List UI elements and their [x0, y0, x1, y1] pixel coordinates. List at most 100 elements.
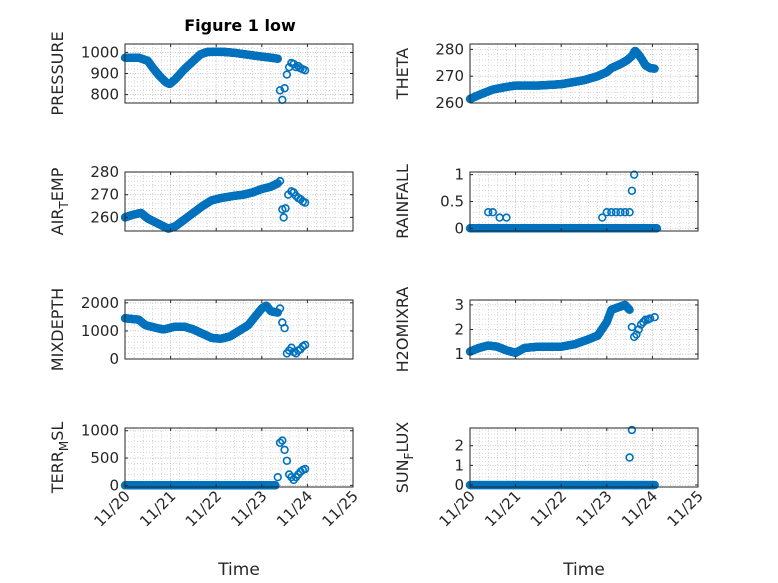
data-point — [275, 176, 285, 186]
y-tick-label: 280 — [435, 40, 464, 58]
y-axis-label: RAINFALL — [393, 164, 412, 239]
data-point — [650, 480, 659, 490]
y-tick-label: 270 — [90, 186, 119, 204]
y-tick-label: 0 — [454, 476, 464, 494]
subplot-5: 0 1000 2000 MIXDEPTH — [48, 288, 354, 371]
axes-box — [469, 427, 699, 488]
y-tick-label: 1000 — [81, 422, 119, 440]
y-axis-label: AIRTEMP — [48, 167, 71, 235]
data-point — [650, 313, 659, 322]
data-series — [465, 425, 659, 490]
ticks — [124, 428, 354, 487]
y-axis-label: TERRMSL — [48, 422, 71, 495]
data-point — [616, 208, 625, 217]
grid-minor — [125, 300, 353, 359]
data-point — [278, 436, 287, 445]
plot-area — [470, 44, 698, 103]
y-tick-label: 0 — [454, 219, 464, 237]
data-point — [279, 213, 288, 222]
data-point — [271, 481, 280, 490]
axes-box — [124, 171, 354, 232]
data-point — [275, 304, 285, 313]
grid-minor — [470, 300, 698, 359]
y-tick-label: 2 — [454, 321, 464, 339]
data-point — [645, 314, 655, 323]
data-point — [602, 208, 611, 217]
axes-box — [124, 299, 354, 360]
data-point — [627, 425, 637, 435]
subplot-3: 260 270 280 AIRTEMP — [48, 163, 354, 235]
y-tick-label: 0.5 — [440, 193, 464, 211]
y-axis-label: H2OMIXRA — [393, 287, 412, 373]
data-point — [300, 464, 310, 474]
ticks — [124, 171, 354, 231]
plot-area — [125, 172, 353, 231]
data-series — [465, 46, 659, 104]
data-point — [273, 179, 282, 188]
ticks — [469, 44, 699, 104]
ticks — [469, 428, 699, 487]
data-point — [629, 170, 639, 179]
grid-minor — [470, 172, 698, 231]
data-point — [275, 86, 285, 95]
data-series — [120, 301, 310, 358]
data-point — [598, 213, 607, 222]
ticks — [469, 172, 699, 231]
data-point — [625, 453, 634, 462]
data-point — [273, 308, 282, 317]
data-point — [280, 445, 289, 455]
data-series — [465, 300, 659, 358]
data-point — [484, 208, 493, 217]
data-point — [620, 208, 630, 217]
data-series — [120, 47, 310, 105]
data-point — [627, 322, 637, 332]
subplot-1: 800 900 1000 PRESSURE — [48, 31, 354, 116]
y-tick-label: 280 — [90, 163, 119, 181]
data-point — [275, 438, 285, 447]
y-tick-label: 1000 — [81, 43, 119, 61]
y-tick-label: 1 — [454, 345, 464, 363]
grid-minor — [470, 428, 698, 487]
x-axis-label: Time — [562, 560, 605, 580]
data-series — [465, 170, 662, 233]
data-point — [273, 54, 282, 63]
data-point — [488, 208, 497, 217]
y-tick-label: 0 — [109, 476, 119, 494]
y-tick-label: 1 — [454, 456, 464, 474]
data-point — [282, 456, 292, 465]
y-tick-label: 260 — [435, 94, 464, 112]
data-point — [280, 84, 289, 93]
subplot-6: 1 2 3 H2OMIXRA — [393, 287, 699, 373]
y-tick-label: 3 — [454, 296, 464, 314]
y-axis-label: PRESSURE — [48, 31, 67, 115]
data-series — [120, 436, 310, 490]
plot-area — [125, 428, 353, 487]
y-tick-label: 2 — [454, 437, 464, 455]
plot-area — [470, 172, 698, 231]
data-point — [282, 70, 292, 79]
x-axis-label: Time — [217, 560, 260, 580]
y-axis-label: SUNFLUX — [393, 422, 416, 494]
data-point — [300, 198, 310, 207]
data-point — [611, 208, 621, 217]
y-tick-label: 800 — [90, 86, 119, 104]
data-point — [607, 208, 616, 217]
y-tick-label: 500 — [90, 449, 119, 467]
data-point — [287, 343, 296, 352]
axes-box — [124, 427, 354, 488]
y-tick-label: 260 — [90, 208, 119, 226]
y-axis-label: MIXDEPTH — [48, 288, 67, 371]
data-point — [625, 305, 634, 315]
subplot-2: 260 270 280 THETA — [393, 40, 699, 112]
data-point — [650, 64, 659, 73]
y-tick-label: 270 — [435, 67, 464, 85]
data-point — [273, 472, 282, 482]
y-tick-label: 0 — [109, 350, 119, 368]
ticks — [469, 300, 699, 359]
y-tick-label: 900 — [90, 65, 119, 83]
data-point — [280, 323, 289, 333]
ticks — [124, 300, 354, 360]
ticks — [124, 44, 354, 103]
y-tick-label: 1 — [454, 166, 464, 184]
